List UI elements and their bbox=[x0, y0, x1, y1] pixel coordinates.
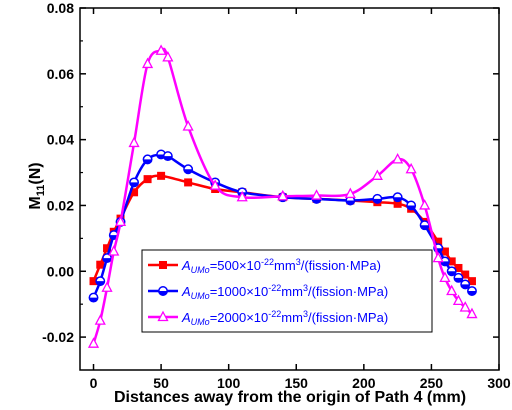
legend-marker bbox=[159, 261, 167, 269]
axes: 0 50 100 150 200 250 300 -0.02 0.00 0.02 0.04 0.06 0… bbox=[42, 0, 511, 391]
data-point bbox=[114, 215, 127, 227]
data-point bbox=[371, 169, 383, 180]
data-point bbox=[345, 195, 356, 206]
x-axis-title: Distances away from the origin of Path 4… bbox=[114, 389, 466, 406]
plot-area bbox=[87, 44, 478, 348]
data-point bbox=[460, 279, 471, 290]
data-point bbox=[236, 190, 248, 202]
data-point bbox=[129, 177, 140, 188]
data-point bbox=[142, 154, 153, 165]
data-point bbox=[95, 276, 106, 287]
x-tick-label: 300 bbox=[487, 375, 511, 391]
data-point bbox=[155, 44, 167, 55]
data-point bbox=[157, 171, 166, 180]
data-point bbox=[344, 187, 356, 199]
data-point bbox=[419, 199, 431, 210]
data-point bbox=[453, 272, 464, 283]
data-point bbox=[209, 179, 221, 190]
data-point bbox=[183, 164, 194, 175]
y-tick-label: -0.02 bbox=[42, 329, 74, 345]
data-point bbox=[101, 281, 113, 292]
x-tick-label: 0 bbox=[90, 375, 98, 391]
y-axis-title: M11(N) bbox=[27, 162, 47, 209]
data-point bbox=[182, 120, 194, 131]
y-tick-label: 0.08 bbox=[47, 0, 74, 16]
legend-marker bbox=[158, 286, 168, 296]
data-point bbox=[277, 189, 289, 201]
legend: AUMo=500×10-22mm3/(fission·MPa) AUMo=1000… bbox=[141, 249, 433, 333]
data-point bbox=[128, 136, 140, 148]
data-point bbox=[184, 178, 193, 187]
data-point bbox=[466, 307, 478, 319]
data-point bbox=[162, 151, 173, 162]
legend-entry: AUMo=2000×10-22mm3/(fission·MPa) bbox=[148, 309, 388, 327]
data-point bbox=[406, 200, 417, 211]
data-point bbox=[310, 189, 323, 200]
data-point bbox=[432, 251, 444, 263]
x-tick-label: 50 bbox=[153, 375, 169, 391]
data-point bbox=[452, 294, 465, 306]
data-point bbox=[392, 192, 403, 203]
y-tick-label: 0.06 bbox=[47, 66, 74, 82]
legend-box bbox=[141, 249, 433, 333]
data-point bbox=[142, 57, 154, 69]
legend-entry: AUMo=1000×10-22mm3/(fission·MPa) bbox=[148, 283, 388, 301]
data-point bbox=[419, 220, 430, 231]
data-point bbox=[467, 286, 477, 296]
x-tick-label: 150 bbox=[285, 375, 309, 391]
data-point bbox=[446, 284, 458, 296]
data-point bbox=[96, 260, 105, 269]
data-point bbox=[392, 152, 404, 164]
x-tick-label: 250 bbox=[420, 375, 444, 391]
data-point bbox=[459, 301, 471, 312]
data-point bbox=[439, 271, 451, 283]
y-tick-label: 0.02 bbox=[47, 197, 74, 213]
data-point bbox=[143, 175, 152, 184]
data-point bbox=[446, 266, 457, 277]
data-point bbox=[108, 245, 120, 256]
legend-label: AUMo=500×10-22mm3/(fission·MPa) bbox=[181, 257, 381, 275]
legend-entry: AUMo=500×10-22mm3/(fission·MPa) bbox=[148, 257, 381, 275]
series-triangle bbox=[87, 44, 478, 348]
y-tick-label: 0.04 bbox=[47, 132, 74, 148]
x-tick-label: 100 bbox=[217, 375, 241, 391]
data-point bbox=[162, 50, 174, 62]
data-point bbox=[87, 337, 100, 348]
plot-frame bbox=[79, 7, 500, 371]
y-tick-label: 0.00 bbox=[47, 263, 74, 279]
data-point bbox=[405, 162, 417, 174]
data-point bbox=[88, 292, 99, 303]
legend-label: AUMo=2000×10-22mm3/(fission·MPa) bbox=[181, 309, 388, 327]
data-point bbox=[372, 193, 383, 204]
legend-label: AUMo=1000×10-22mm3/(fission·MPa) bbox=[181, 283, 388, 301]
legend-marker bbox=[157, 310, 169, 322]
data-point bbox=[94, 314, 106, 325]
x-tick-label: 200 bbox=[352, 375, 376, 391]
